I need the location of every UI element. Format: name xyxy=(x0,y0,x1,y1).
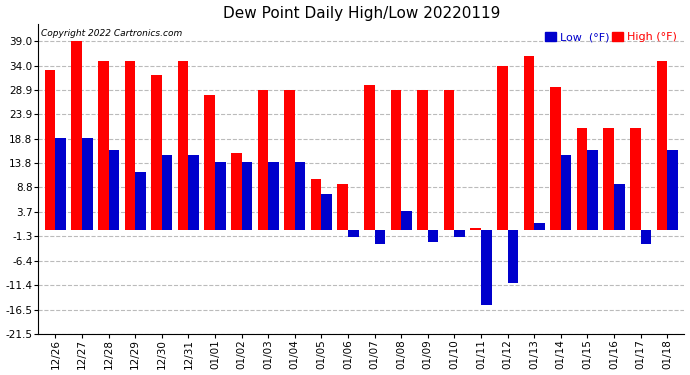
Bar xyxy=(204,94,215,230)
Bar xyxy=(391,90,401,230)
Bar xyxy=(524,56,534,230)
Bar xyxy=(257,90,268,230)
Bar xyxy=(471,228,481,230)
Bar xyxy=(444,90,455,230)
Bar xyxy=(108,150,119,230)
Bar xyxy=(640,230,651,244)
Bar xyxy=(497,66,508,230)
Bar xyxy=(587,150,598,230)
Bar xyxy=(348,230,359,237)
Bar xyxy=(550,87,561,230)
Bar xyxy=(188,155,199,230)
Bar xyxy=(82,138,92,230)
Bar xyxy=(656,61,667,230)
Bar xyxy=(561,155,571,230)
Bar xyxy=(241,162,253,230)
Bar xyxy=(151,75,161,230)
Bar xyxy=(125,61,135,230)
Bar xyxy=(268,162,279,230)
Bar xyxy=(455,230,465,237)
Bar xyxy=(231,153,241,230)
Bar xyxy=(55,138,66,230)
Text: Copyright 2022 Cartronics.com: Copyright 2022 Cartronics.com xyxy=(41,29,183,38)
Bar xyxy=(322,194,332,230)
Bar xyxy=(364,85,375,230)
Bar xyxy=(375,230,385,244)
Bar xyxy=(295,162,306,230)
Bar xyxy=(630,128,640,230)
Bar xyxy=(71,41,82,230)
Bar xyxy=(215,162,226,230)
Bar xyxy=(481,230,491,305)
Bar xyxy=(417,90,428,230)
Bar xyxy=(428,230,438,242)
Bar xyxy=(614,184,624,230)
Bar xyxy=(577,128,587,230)
Bar xyxy=(284,90,295,230)
Bar xyxy=(98,61,108,230)
Bar xyxy=(45,70,55,230)
Bar xyxy=(161,155,172,230)
Bar xyxy=(508,230,518,283)
Bar xyxy=(337,184,348,230)
Title: Dew Point Daily High/Low 20220119: Dew Point Daily High/Low 20220119 xyxy=(223,6,500,21)
Bar xyxy=(178,61,188,230)
Bar xyxy=(603,128,614,230)
Bar xyxy=(667,150,678,230)
Legend: Low  (°F), High (°F): Low (°F), High (°F) xyxy=(543,30,679,45)
Bar xyxy=(135,172,146,230)
Bar xyxy=(310,179,322,230)
Bar xyxy=(534,223,545,230)
Bar xyxy=(401,211,412,230)
